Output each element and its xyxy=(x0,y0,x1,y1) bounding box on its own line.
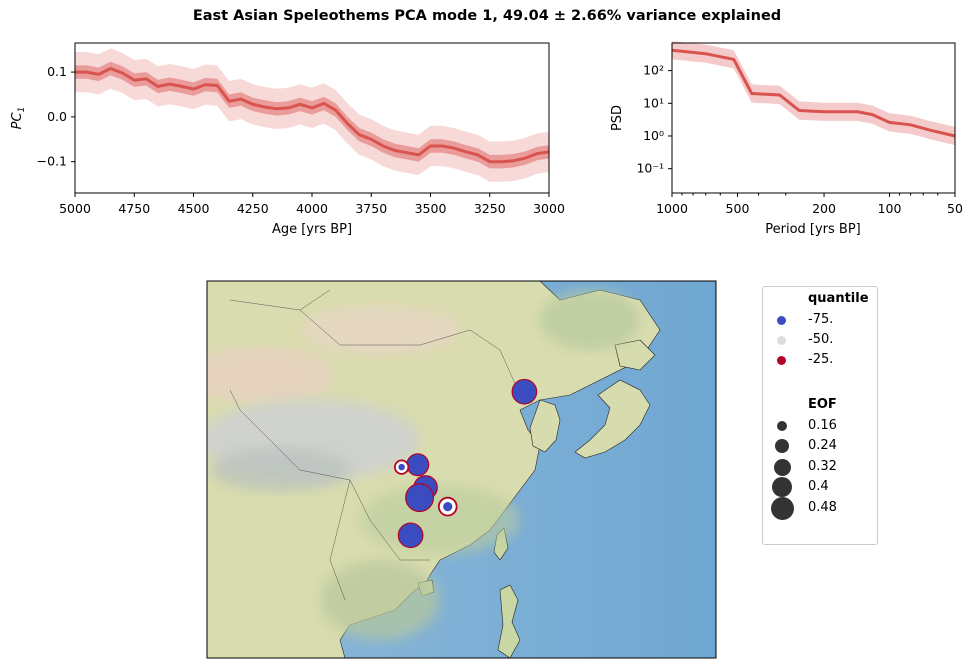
psd-xtick-label: 500 xyxy=(726,201,750,216)
pc-xtick-label: 3750 xyxy=(355,201,387,216)
pc-xtick-label: 3000 xyxy=(533,201,565,216)
map-point xyxy=(398,463,405,471)
legend-eof-label: 0.32 xyxy=(808,459,837,474)
map-borders xyxy=(229,289,521,601)
pc-xtick-label: 3250 xyxy=(474,201,506,216)
legend-eof-item: 0.4 xyxy=(763,477,877,497)
pc-ticks: 5000 4750 4500 4250 4000 3750 3500 3250 3000 0.1 0… xyxy=(37,64,565,216)
legend-quantile-label: -75. xyxy=(808,312,834,327)
map-points xyxy=(393,378,538,549)
psd-axes-frame xyxy=(671,42,956,194)
psd-line xyxy=(671,48,956,138)
pc-xtick-label: 3500 xyxy=(415,201,447,216)
map-land-philippines xyxy=(497,584,521,658)
pc-xlabel: Age [yrs BP] xyxy=(272,222,352,237)
legend-eof-label: 0.4 xyxy=(808,479,829,494)
legend-quantile-item: -75. xyxy=(763,311,877,329)
legend-quantile-marker xyxy=(777,356,786,365)
pc-xtick-label: 4250 xyxy=(237,201,269,216)
psd-ytick-label: 10² xyxy=(643,63,664,78)
legend-eof-marker xyxy=(770,496,794,520)
map-point xyxy=(405,483,435,513)
pc-plot-area xyxy=(75,48,550,182)
map-point xyxy=(443,502,453,512)
map-green-indochina xyxy=(320,560,440,640)
legend-quantile-label: -25. xyxy=(808,352,834,367)
pc-timeseries-panel: 5000 4750 4500 4250 4000 3750 3500 3250 3000 0.1 0… xyxy=(10,42,565,237)
pc-ylabel-sub: 1 xyxy=(17,107,27,113)
figure-title: East Asian Speleothems PCA mode 1, 49.04… xyxy=(192,8,782,24)
legend-eof-title: EOF xyxy=(808,397,837,412)
pc-xtick-label: 4000 xyxy=(296,201,328,216)
pc-xtick-label: 4750 xyxy=(118,201,150,216)
psd-xtick-label: 50 xyxy=(947,201,963,216)
psd-ticks: 1000 500 200 100 50 10² 10¹ 10⁰ 10⁻¹ xyxy=(636,63,963,216)
legend-eof-label: 0.16 xyxy=(808,418,837,433)
psd-ytick-label: 10¹ xyxy=(643,95,664,110)
legend-quantile-item: -50. xyxy=(763,331,877,349)
legend-eof-marker xyxy=(772,477,792,497)
legend-eof-label: 0.48 xyxy=(808,500,837,515)
legend-quantile-marker xyxy=(777,316,786,325)
psd-xlabel: Period [yrs BP] xyxy=(765,222,861,237)
psd-xtick-label: 200 xyxy=(812,201,836,216)
legend-eof-marker xyxy=(773,458,791,476)
pc-ytick-label: 0.0 xyxy=(47,109,67,124)
legend-eof-item: 0.48 xyxy=(763,496,877,520)
pc-ytick-label: 0.1 xyxy=(47,64,67,79)
map-panel xyxy=(206,280,717,659)
psd-xtick-label: 100 xyxy=(878,201,902,216)
legend-eof-item: 0.16 xyxy=(763,417,877,435)
pc-series-line xyxy=(75,66,550,164)
legend-eof-marker xyxy=(775,439,789,453)
map-point xyxy=(511,378,538,405)
legend-quantile-label: -50. xyxy=(808,332,834,347)
legend-quantile-title: quantile xyxy=(808,291,869,306)
map-green-manchuria xyxy=(540,290,640,350)
psd-ytick-label: 10⁰ xyxy=(643,128,664,143)
map-point xyxy=(397,522,424,549)
map-desert-gobi xyxy=(300,305,460,355)
pc-ylabel: PC1 xyxy=(10,107,27,130)
map-land-hokkaido xyxy=(614,339,656,371)
legend: quantile -75. -50. -25. EOF 0.16 0.24 0.… xyxy=(762,286,878,545)
psd-plot-area xyxy=(671,41,956,146)
pc-xtick-label: 4500 xyxy=(178,201,210,216)
map-point xyxy=(406,453,430,477)
map-mountain-edge xyxy=(210,448,350,492)
map-frame xyxy=(206,280,717,659)
legend-eof-label: 0.24 xyxy=(808,438,837,453)
map-land-japan xyxy=(574,379,651,459)
legend-eof-item: 0.32 xyxy=(763,458,877,476)
psd-ylabel: PSD xyxy=(610,105,625,131)
legend-eof-marker xyxy=(777,421,787,431)
pc-ylabel-main: PC xyxy=(10,111,25,129)
psd-ytick-label: 10⁻¹ xyxy=(636,161,664,176)
psd-xtick-label: 1000 xyxy=(656,201,688,216)
legend-quantile-item: -25. xyxy=(763,351,877,369)
pc-outer-band xyxy=(75,48,549,182)
map-desert-taklamakan xyxy=(207,347,335,403)
pc-ytick-label: −0.1 xyxy=(37,154,67,169)
map-green-south xyxy=(360,485,520,555)
pc-xtick-label: 5000 xyxy=(59,201,91,216)
map-land-korea xyxy=(529,399,561,453)
legend-eof-item: 0.24 xyxy=(763,437,877,455)
psd-panel: 1000 500 200 100 50 10² 10¹ 10⁰ 10⁻¹ Period [yrs… xyxy=(610,41,963,237)
legend-quantile-marker xyxy=(777,336,786,345)
